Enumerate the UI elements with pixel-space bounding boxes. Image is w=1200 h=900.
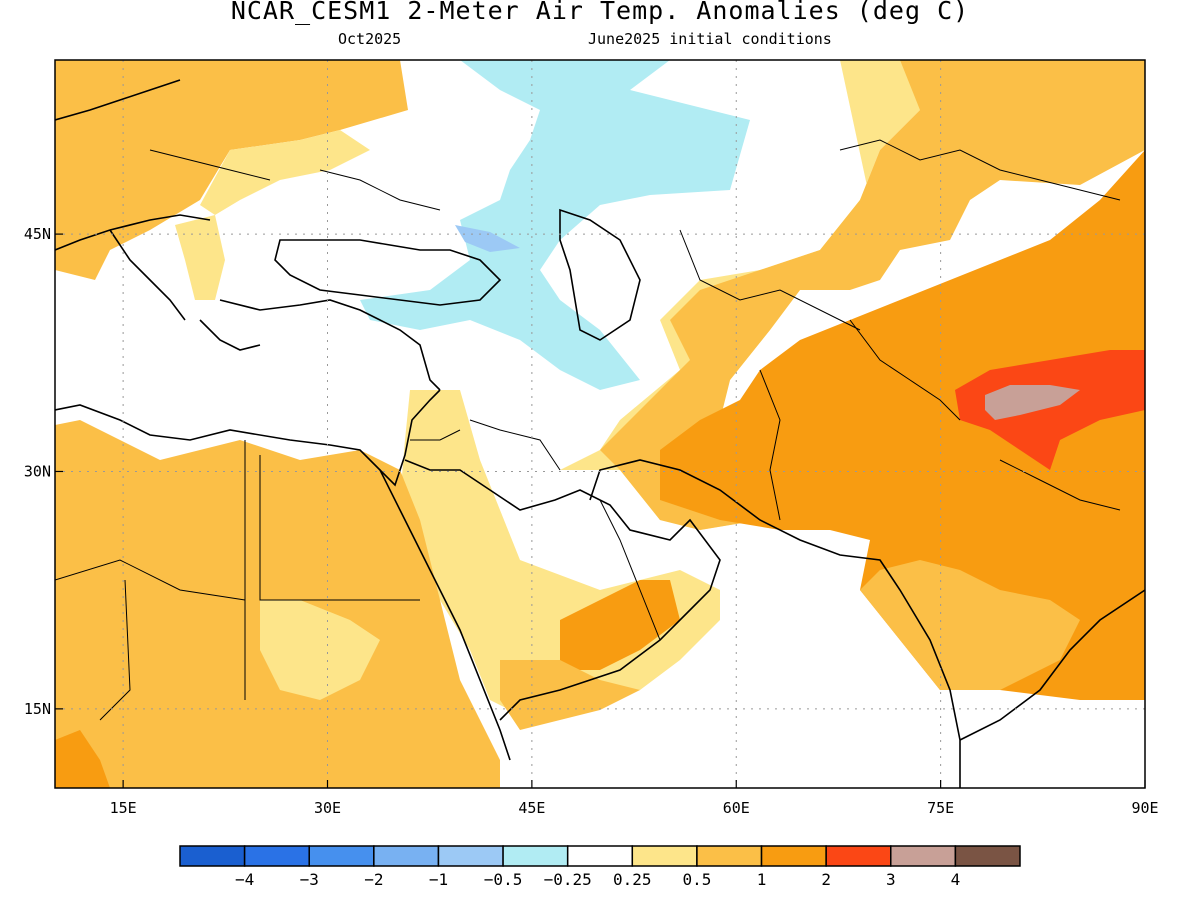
y-tick-label: 45N [24, 225, 51, 243]
colorbar-label: 3 [886, 870, 896, 889]
country-borders [55, 139, 1121, 721]
colorbar-swatch [502, 845, 569, 867]
colorbar-label: 4 [951, 870, 961, 889]
latitude-axis: 15N 30N 45N [24, 225, 63, 718]
colorbar-label: −1 [429, 870, 448, 889]
colorbar-swatch [566, 845, 634, 867]
europe-warm-region [55, 60, 408, 280]
anomaly-field [55, 60, 1145, 788]
black-sea-cool-spot [455, 225, 520, 252]
x-tick-label: 75E [927, 799, 954, 817]
colorbar-swatch [954, 845, 1021, 867]
coastlines [55, 79, 1145, 788]
colorbar-swatch [437, 845, 504, 867]
initial-conditions: June2025 initial conditions [588, 30, 832, 48]
colorbar-label: 1 [757, 870, 767, 889]
colorbar-swatch [179, 845, 246, 867]
y-tick-label: 30N [24, 462, 51, 480]
colorbar-swatch [373, 845, 440, 867]
colorbar-label: 0.25 [613, 870, 652, 889]
colorbar-swatch [243, 845, 310, 867]
colorbar-label: −0.5 [484, 870, 523, 889]
yemen-warm-region [500, 660, 640, 730]
forecast-month: Oct2025 [338, 30, 402, 48]
colorbar-label: −0.25 [544, 870, 592, 889]
south-asia-strong-warm-region [660, 150, 1145, 700]
east-asia-warm-region [600, 60, 1145, 530]
caspian-cool-region [360, 60, 750, 390]
colorbar-swatch [825, 845, 892, 867]
x-tick-label: 30E [314, 799, 341, 817]
india-neutral-region [880, 690, 1145, 788]
yemen-oman-warm-region [560, 580, 680, 670]
x-tick-label: 45E [518, 799, 545, 817]
west-africa-strong-region [55, 730, 110, 788]
colorbar-label: −4 [235, 870, 254, 889]
himalaya-red-core [955, 350, 1145, 470]
india-warm-patch [860, 560, 1080, 690]
longitude-axis: 15E 30E 45E 60E 75E 90E [110, 780, 1159, 817]
x-tick-label: 90E [1131, 799, 1158, 817]
y-tick-label: 15N [24, 700, 51, 718]
colorbar-label: −3 [300, 870, 319, 889]
sahara-light-region [260, 600, 380, 700]
colorbar-swatch [760, 845, 827, 867]
map-title: NCAR_CESM1 2-Meter Air Temp. Anomalies (… [230, 0, 970, 25]
colorbar-swatch [308, 845, 375, 867]
x-tick-label: 15E [110, 799, 137, 817]
graticule [55, 60, 1145, 788]
colorbar-swatch [696, 845, 763, 867]
colorbar-label: 0.5 [682, 870, 711, 889]
colorbar-swatch [631, 845, 698, 867]
europe-light-band [200, 130, 370, 215]
colorbar: −4 −3 −2 −1 −0.5 −0.25 0.25 0.5 1 2 3 4 [179, 845, 1021, 889]
balkans-light-region [175, 215, 225, 300]
map-frame [54, 59, 1146, 789]
colorbar-label: 2 [821, 870, 831, 889]
x-tick-label: 60E [723, 799, 750, 817]
colorbar-swatch [890, 845, 957, 867]
colorbar-label: −2 [364, 870, 383, 889]
himalaya-peak-core [985, 385, 1080, 420]
